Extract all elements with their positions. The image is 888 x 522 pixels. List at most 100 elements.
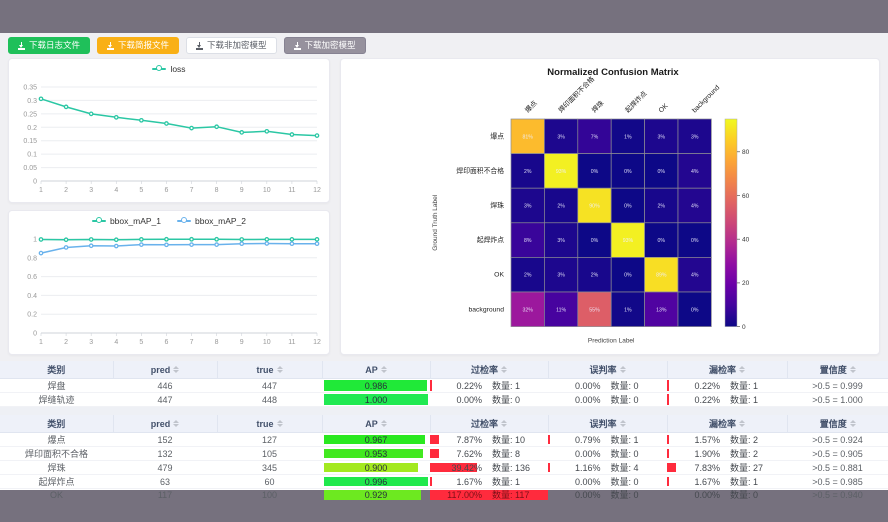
sort-icon[interactable] — [619, 419, 626, 428]
cell-ap: 0.900 — [322, 460, 430, 475]
svg-text:2%: 2% — [524, 273, 532, 279]
cell-pred: 132 — [113, 446, 217, 461]
svg-text:0.8: 0.8 — [27, 255, 37, 262]
svg-text:0%: 0% — [624, 204, 632, 210]
svg-text:80: 80 — [742, 149, 750, 156]
loss-chart-panel: loss 0 0.05 0.1 0.15 0.2 0.25 0.3 0.35 1 2 3 4 5 6 7 8 9… — [8, 58, 330, 203]
col-header-漏检率[interactable]: 漏检率 — [666, 361, 787, 379]
dashboard-content: 下载日志文件 下载简报文件 下载非加密模型 下载加密模型 loss 0 0.05 0… — [0, 33, 888, 502]
col-header-误判率[interactable]: 误判率 — [547, 415, 667, 433]
sort-icon[interactable] — [173, 419, 180, 428]
cell-class: 焊珠 — [0, 460, 113, 475]
col-header-误判率[interactable]: 误判率 — [547, 361, 667, 379]
legend-item-loss[interactable]: loss — [152, 64, 186, 74]
header-label: true — [256, 418, 274, 429]
cell-class: 焊盘 — [0, 378, 113, 393]
download-toolbar: 下载日志文件 下载简报文件 下载非加密模型 下载加密模型 — [0, 33, 888, 58]
svg-text:1%: 1% — [624, 307, 632, 313]
svg-text:2%: 2% — [557, 204, 565, 210]
header-label: true — [256, 364, 274, 375]
sort-icon[interactable] — [739, 365, 745, 374]
header-label: 类别 — [47, 419, 66, 429]
col-header-true[interactable]: true — [216, 415, 322, 433]
svg-text:4%: 4% — [691, 169, 699, 175]
cell-confidence: >0.5 = 1.000 — [787, 392, 888, 407]
svg-text:3%: 3% — [557, 134, 565, 140]
col-header-置信度[interactable]: 置信度 — [786, 361, 888, 379]
svg-text:8: 8 — [215, 339, 219, 346]
cell-over: 39.42% 数量: 136 — [430, 460, 548, 475]
svg-text:10: 10 — [263, 339, 271, 346]
header-label: 过检率 — [470, 419, 498, 429]
svg-text:12: 12 — [313, 187, 321, 194]
svg-text:81%: 81% — [523, 134, 534, 140]
col-header-true[interactable]: true — [216, 361, 322, 379]
col-header-pred[interactable]: pred — [112, 361, 217, 379]
sort-icon[interactable] — [501, 365, 507, 374]
svg-text:5: 5 — [139, 339, 143, 346]
legend-item-bbox_mAP_1[interactable]: bbox_mAP_1 — [91, 216, 161, 226]
cell-confidence: >0.5 = 0.905 — [787, 446, 888, 461]
cell-pred: 446 — [113, 378, 217, 393]
legend-marker — [152, 65, 167, 72]
table-row: 焊缝轨迹 447 448 1.000 0.00% 数量: 0 0.00% 数量: 0 0.22%… — [0, 392, 888, 407]
svg-text:0.4: 0.4 — [27, 293, 37, 300]
cell-mis: 0.00% 数量: 0 — [548, 474, 667, 489]
svg-text:0: 0 — [742, 324, 746, 331]
confusion-matrix-chart: Normalized Confusion Matrix 81% 3% 7% 1% 3% 3%… — [432, 67, 750, 345]
svg-text:0.6: 0.6 — [27, 274, 37, 281]
cell-mis: 0.00% 数量: 0 — [548, 392, 667, 407]
sort-icon[interactable] — [380, 365, 387, 374]
col-label: 焊珠 — [590, 98, 606, 114]
svg-text:7%: 7% — [591, 134, 599, 140]
sort-icon[interactable] — [739, 419, 745, 428]
cell-true: 345 — [217, 460, 322, 475]
col-header-置信度[interactable]: 置信度 — [786, 415, 888, 433]
svg-text:0.15: 0.15 — [23, 138, 37, 145]
col-label: 起焊炸点 — [623, 89, 649, 115]
sort-icon[interactable] — [849, 419, 856, 428]
series-bbox_mAP_2 — [38, 241, 320, 256]
svg-text:6: 6 — [165, 339, 169, 346]
series-loss — [38, 96, 320, 138]
col-header-过检率[interactable]: 过检率 — [429, 415, 548, 433]
download-plain-model-button[interactable]: 下载非加密模型 — [186, 37, 277, 54]
sort-icon[interactable] — [173, 365, 180, 374]
download-log-button[interactable]: 下载日志文件 — [8, 37, 91, 54]
svg-text:1: 1 — [39, 187, 43, 194]
svg-text:6: 6 — [165, 187, 169, 194]
row-label: background — [468, 306, 504, 313]
svg-text:3%: 3% — [557, 273, 565, 279]
sort-icon[interactable] — [276, 365, 283, 374]
svg-text:8: 8 — [215, 187, 219, 194]
cell-over: 0.22% 数量: 1 — [430, 378, 548, 393]
row-label: OK — [494, 272, 504, 279]
sort-icon[interactable] — [276, 419, 283, 428]
legend-marker — [177, 217, 191, 224]
sort-icon[interactable] — [501, 419, 507, 428]
svg-text:1: 1 — [39, 339, 43, 346]
svg-text:0%: 0% — [658, 169, 666, 175]
col-label: OK — [658, 102, 670, 114]
cell-ap: 0.986 — [322, 378, 430, 393]
col-header-过检率[interactable]: 过检率 — [429, 361, 548, 379]
legend-item-bbox_mAP_2[interactable]: bbox_mAP_2 — [177, 216, 246, 226]
legend-label: loss — [170, 64, 186, 74]
col-header-AP[interactable]: AP — [321, 361, 430, 379]
svg-text:0%: 0% — [658, 238, 666, 244]
cell-class: 焊缝轨迹 — [0, 392, 113, 407]
col-header-漏检率[interactable]: 漏检率 — [666, 415, 787, 433]
svg-text:4: 4 — [114, 339, 118, 346]
download-encrypted-model-button[interactable]: 下载加密模型 — [283, 37, 366, 54]
sort-icon[interactable] — [849, 365, 856, 374]
svg-text:0%: 0% — [624, 169, 632, 175]
sort-icon[interactable] — [380, 419, 387, 428]
sort-icon[interactable] — [619, 365, 626, 374]
cell-confidence: >0.5 = 0.999 — [787, 378, 888, 393]
cell-confidence: >0.5 = 0.881 — [787, 460, 888, 475]
col-header-pred[interactable]: pred — [112, 415, 217, 433]
download-report-button[interactable]: 下载简报文件 — [97, 37, 180, 54]
col-header-AP[interactable]: AP — [321, 415, 430, 433]
cell-mis: 0.79% 数量: 1 — [548, 432, 667, 447]
col-label: 焊印面积不合格 — [556, 74, 596, 114]
